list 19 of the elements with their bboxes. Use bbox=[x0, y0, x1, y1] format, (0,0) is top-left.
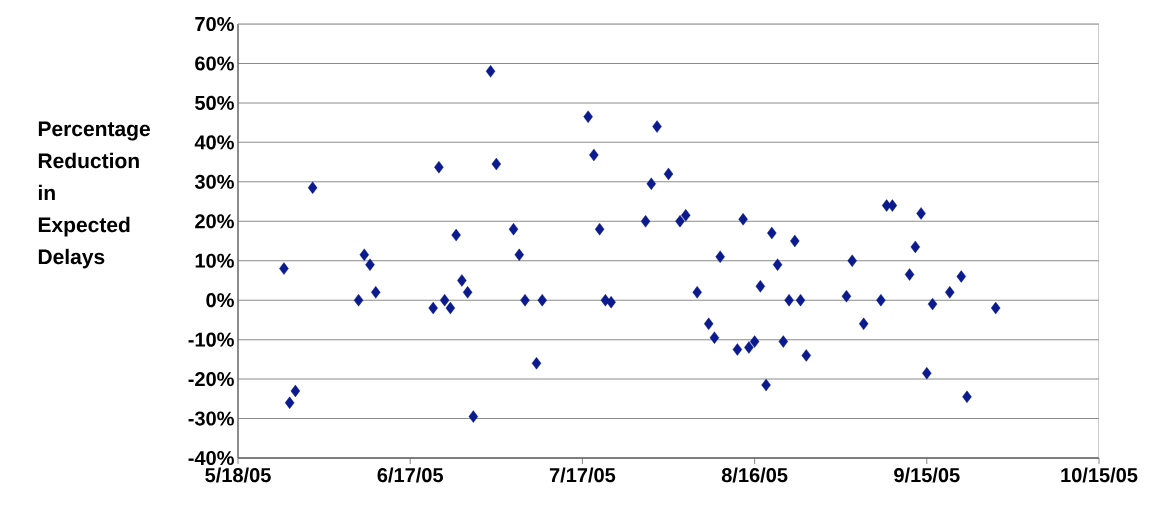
x-tick-label: 7/17/05 bbox=[549, 467, 616, 483]
x-tick-label: 8/16/05 bbox=[721, 467, 788, 483]
y-tick-label: 40% bbox=[194, 135, 234, 150]
x-tick-label: 6/17/05 bbox=[377, 467, 444, 483]
y-tick-label: 70% bbox=[195, 16, 234, 32]
y-tick-label: 10% bbox=[195, 253, 234, 268]
y-tick-label: 30% bbox=[194, 174, 234, 189]
y-axis-title: Percentage Reduction in Expected Delays bbox=[38, 121, 150, 269]
x-tick-label: 5/18/05 bbox=[205, 467, 271, 483]
y-tick-label: -40% bbox=[188, 450, 234, 466]
y-tick-label: -30% bbox=[188, 411, 234, 426]
y-tick-label: -20% bbox=[188, 372, 234, 387]
y-tick-label: -10% bbox=[188, 332, 234, 347]
x-tick-label: 9/15/05 bbox=[894, 467, 960, 483]
y-tick-label: 50% bbox=[195, 95, 234, 110]
y-tick-label: 0% bbox=[206, 293, 234, 308]
x-tick-label: 10/15/05 bbox=[1061, 467, 1138, 483]
y-tick-label: 20% bbox=[195, 214, 234, 229]
y-tick-label: 60% bbox=[195, 56, 234, 71]
